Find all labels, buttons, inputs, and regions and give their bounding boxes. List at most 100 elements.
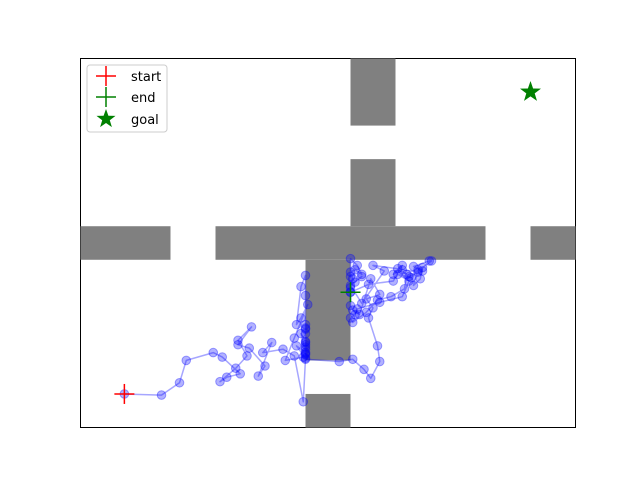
trajectory-point [291,319,302,330]
obstacle-7 [305,393,351,428]
trajectory-point [356,298,367,309]
legend-start-plus [96,66,116,86]
trajectory-point [356,269,367,280]
trajectory-point [233,339,243,350]
trajectory-point [350,265,360,275]
trajectory-point [230,363,241,374]
trajectory-point [408,280,419,291]
trajectory-point [386,291,396,302]
trajectory-line [124,257,433,403]
trajectory-point [278,344,288,355]
trajectory-point [300,344,311,355]
trajectory-point [298,396,309,407]
trajectory-point [300,324,311,334]
trajectory-point [181,355,192,366]
trajectory-point [404,271,414,282]
legend-entry-end: end [96,87,156,107]
trajectory-point [300,347,311,358]
trajectory-point [345,267,356,277]
trajectory-point [257,347,268,358]
trajectory-point [300,270,311,281]
trajectory-point [296,328,306,339]
trajectory-point [404,276,414,286]
trajectory-point [221,372,232,382]
trajectory-point [217,352,228,362]
trajectory-point [260,361,270,371]
legend-goal-star [96,109,116,128]
trajectory-point [424,256,435,266]
trajectory-point [208,347,219,358]
trajectory-point [174,377,185,388]
trajectory-point [289,333,300,343]
legend-goal-marker [96,109,116,128]
trajectory-point [345,271,356,282]
trajectory-point [401,269,412,280]
trajectory-point [415,273,426,284]
trajectory-point [300,319,311,330]
trajectory-point [413,265,423,275]
trajectory-point [289,351,300,361]
trajectory-point [296,313,306,323]
obstacle-2 [350,159,396,227]
trajectory-point [392,263,403,274]
trajectory-point [361,307,372,318]
trajectory-point [352,304,363,314]
trajectory-path [124,257,433,403]
trajectory-point [300,337,311,348]
trajectory-point [300,290,311,301]
obstacles-layer [80,58,576,428]
trajectory-point [347,354,358,365]
trajectory-point [354,309,365,320]
trajectory-point [266,337,277,348]
trajectory-point [417,262,428,273]
trajectory-point [359,364,369,375]
trajectory-point [300,323,311,333]
trajectory-point [350,309,360,320]
trajectory-point [379,266,390,276]
obstacle-1 [350,58,396,126]
trajectory-point [300,350,311,360]
trajectory-point [417,266,428,276]
legend-start-marker [96,66,116,86]
trajectory-point [300,342,311,352]
trajectory-point [365,273,376,284]
trajectory-point [302,299,313,310]
trajectory-point [408,261,419,272]
legend-entry-goal: goal [96,109,159,128]
trajectory-point [372,295,383,305]
trajectory-point [388,276,399,286]
trajectory-point [368,260,378,271]
trajectory-point [361,294,372,304]
trajectory-point [300,354,311,365]
trajectory-point [397,291,408,302]
trajectory-point [372,341,383,351]
trajectory-point [156,390,167,400]
trajectory-point [334,356,345,367]
legend-start-label: start [131,70,161,85]
obstacle-5 [530,226,576,260]
trajectory-point [300,348,311,359]
trajectory-point [347,305,358,315]
trajectory-point [300,353,311,363]
trajectory-point [300,339,311,350]
trajectory-point [215,376,225,387]
legend-end-label: end [131,91,156,106]
trajectory-point [233,335,243,346]
trajectory-point [426,256,437,266]
legend-end-plus [96,87,116,107]
trajectory-point [345,313,356,323]
trajectory-point [374,297,385,308]
trajectory-point [300,336,311,347]
trajectory-point [350,277,360,287]
goal-marker [520,81,541,101]
trajectory-point [296,281,306,292]
trajectory-point [280,355,291,366]
obstacle-3 [80,226,171,260]
trajectory-point [397,265,408,275]
trajectory-point [291,341,302,351]
start-marker [114,383,135,404]
trajectory-point [347,317,358,328]
trajectory-points [119,253,437,407]
trajectory-point [352,260,363,271]
